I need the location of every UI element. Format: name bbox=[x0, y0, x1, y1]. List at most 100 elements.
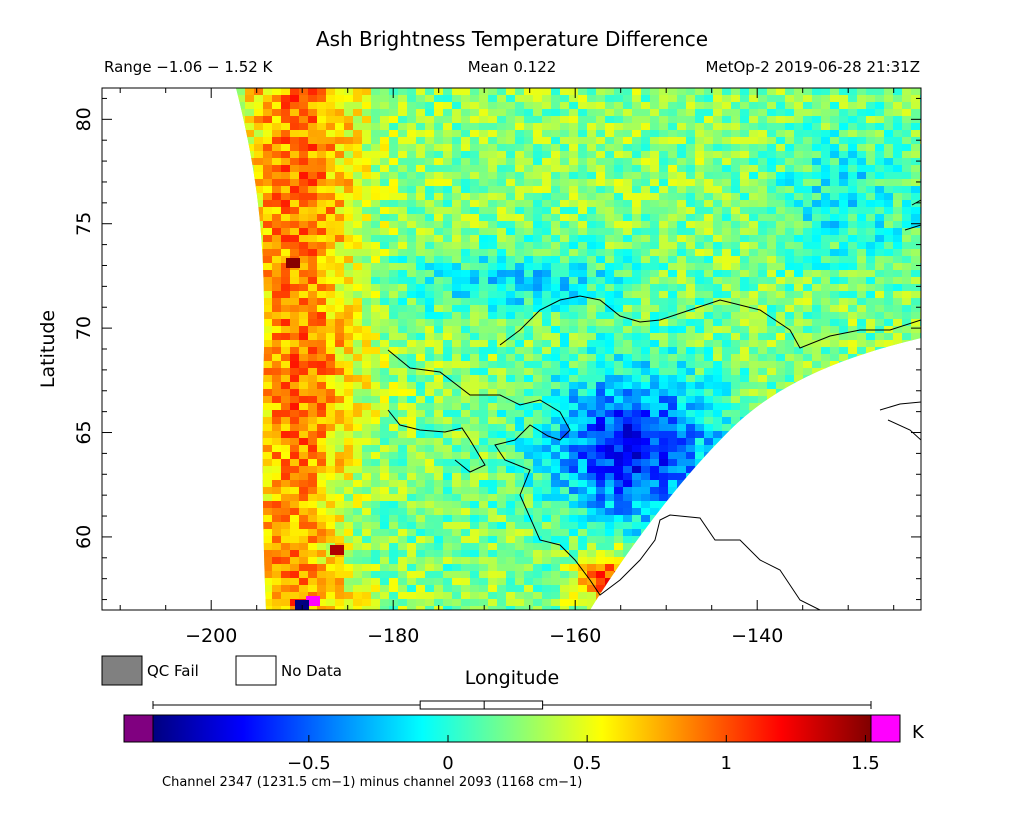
data-pixel bbox=[308, 291, 318, 299]
data-pixel bbox=[371, 109, 381, 117]
data-pixel bbox=[281, 410, 291, 418]
data-pixel bbox=[713, 263, 723, 271]
data-pixel bbox=[416, 284, 426, 292]
data-pixel bbox=[731, 529, 741, 537]
data-pixel bbox=[623, 158, 633, 166]
data-pixel bbox=[740, 452, 750, 460]
data-pixel bbox=[272, 312, 282, 320]
data-pixel bbox=[407, 312, 417, 320]
data-pixel bbox=[578, 298, 588, 306]
data-pixel bbox=[290, 396, 300, 404]
data-pixel bbox=[722, 88, 732, 96]
data-pixel bbox=[452, 277, 462, 285]
data-pixel bbox=[425, 207, 435, 215]
data-pixel bbox=[623, 102, 633, 110]
data-pixel bbox=[317, 473, 327, 481]
data-pixel bbox=[722, 417, 732, 425]
data-pixel bbox=[875, 431, 885, 439]
data-pixel bbox=[488, 333, 498, 341]
data-pixel bbox=[299, 130, 309, 138]
data-pixel bbox=[623, 326, 633, 334]
data-pixel bbox=[461, 102, 471, 110]
data-pixel bbox=[722, 319, 732, 327]
data-pixel bbox=[713, 305, 723, 313]
data-pixel bbox=[245, 494, 255, 502]
data-pixel bbox=[326, 438, 336, 446]
data-pixel bbox=[650, 242, 660, 250]
data-pixel bbox=[722, 221, 732, 229]
data-pixel bbox=[578, 263, 588, 271]
data-pixel bbox=[524, 354, 534, 362]
data-pixel bbox=[497, 417, 507, 425]
data-pixel bbox=[686, 445, 696, 453]
data-pixel bbox=[272, 102, 282, 110]
data-pixel bbox=[416, 403, 426, 411]
data-pixel bbox=[488, 445, 498, 453]
data-pixel bbox=[236, 368, 246, 376]
data-pixel bbox=[623, 270, 633, 278]
data-pixel bbox=[659, 88, 669, 96]
data-pixel bbox=[290, 361, 300, 369]
data-pixel bbox=[821, 200, 831, 208]
data-pixel bbox=[668, 207, 678, 215]
data-pixel bbox=[803, 228, 813, 236]
data-pixel bbox=[254, 207, 264, 215]
data-pixel bbox=[857, 228, 867, 236]
data-pixel bbox=[659, 242, 669, 250]
data-pixel bbox=[308, 473, 318, 481]
data-pixel bbox=[848, 123, 858, 131]
data-pixel bbox=[398, 109, 408, 117]
data-pixel bbox=[578, 438, 588, 446]
data-pixel bbox=[668, 242, 678, 250]
data-pixel bbox=[452, 424, 462, 432]
data-pixel bbox=[776, 235, 786, 243]
data-pixel bbox=[416, 193, 426, 201]
data-pixel bbox=[605, 228, 615, 236]
data-pixel bbox=[389, 228, 399, 236]
data-pixel bbox=[443, 291, 453, 299]
data-pixel bbox=[254, 480, 264, 488]
data-pixel bbox=[857, 200, 867, 208]
data-pixel bbox=[398, 214, 408, 222]
data-pixel bbox=[866, 452, 876, 460]
data-pixel bbox=[587, 389, 597, 397]
data-pixel bbox=[623, 298, 633, 306]
data-pixel bbox=[578, 116, 588, 124]
data-pixel bbox=[470, 403, 480, 411]
data-pixel bbox=[380, 424, 390, 432]
data-pixel bbox=[569, 389, 579, 397]
data-pixel bbox=[830, 382, 840, 390]
data-pixel bbox=[515, 95, 525, 103]
data-pixel bbox=[371, 382, 381, 390]
data-pixel bbox=[443, 277, 453, 285]
data-pixel bbox=[641, 361, 651, 369]
data-pixel bbox=[272, 389, 282, 397]
data-pixel bbox=[695, 305, 705, 313]
data-pixel bbox=[425, 424, 435, 432]
data-pixel bbox=[344, 256, 354, 264]
data-pixel bbox=[713, 235, 723, 243]
data-pixel bbox=[794, 158, 804, 166]
data-pixel bbox=[362, 298, 372, 306]
data-pixel bbox=[254, 466, 264, 474]
data-pixel bbox=[497, 207, 507, 215]
data-pixel bbox=[578, 284, 588, 292]
data-pixel bbox=[839, 130, 849, 138]
data-pixel bbox=[857, 333, 867, 341]
data-pixel bbox=[632, 186, 642, 194]
data-pixel bbox=[317, 214, 327, 222]
data-pixel bbox=[488, 158, 498, 166]
data-pixel bbox=[425, 249, 435, 257]
data-pixel bbox=[542, 214, 552, 222]
data-pixel bbox=[767, 459, 777, 467]
data-pixel bbox=[299, 214, 309, 222]
data-pixel bbox=[902, 102, 912, 110]
data-pixel bbox=[848, 438, 858, 446]
data-pixel bbox=[767, 102, 777, 110]
data-pixel bbox=[857, 158, 867, 166]
data-pixel bbox=[362, 312, 372, 320]
data-pixel bbox=[353, 137, 363, 145]
data-pixel bbox=[407, 389, 417, 397]
data-pixel bbox=[398, 116, 408, 124]
data-pixel bbox=[353, 445, 363, 453]
